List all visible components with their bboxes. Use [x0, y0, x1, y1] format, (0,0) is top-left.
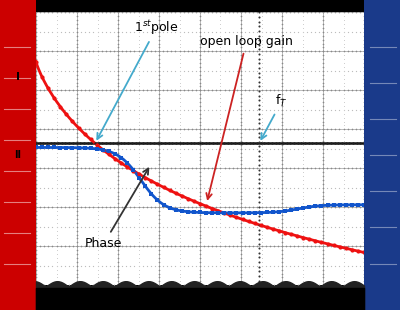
Text: 1$^{st}$pole: 1$^{st}$pole [97, 18, 179, 139]
Text: f$_T$: f$_T$ [261, 93, 288, 139]
Text: II: II [14, 150, 22, 160]
Text: I: I [16, 73, 20, 82]
Text: open loop gain: open loop gain [200, 35, 293, 199]
Text: Phase: Phase [85, 169, 148, 250]
